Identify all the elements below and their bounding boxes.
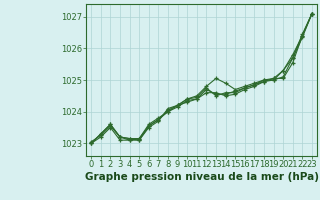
- X-axis label: Graphe pression niveau de la mer (hPa): Graphe pression niveau de la mer (hPa): [84, 172, 319, 182]
